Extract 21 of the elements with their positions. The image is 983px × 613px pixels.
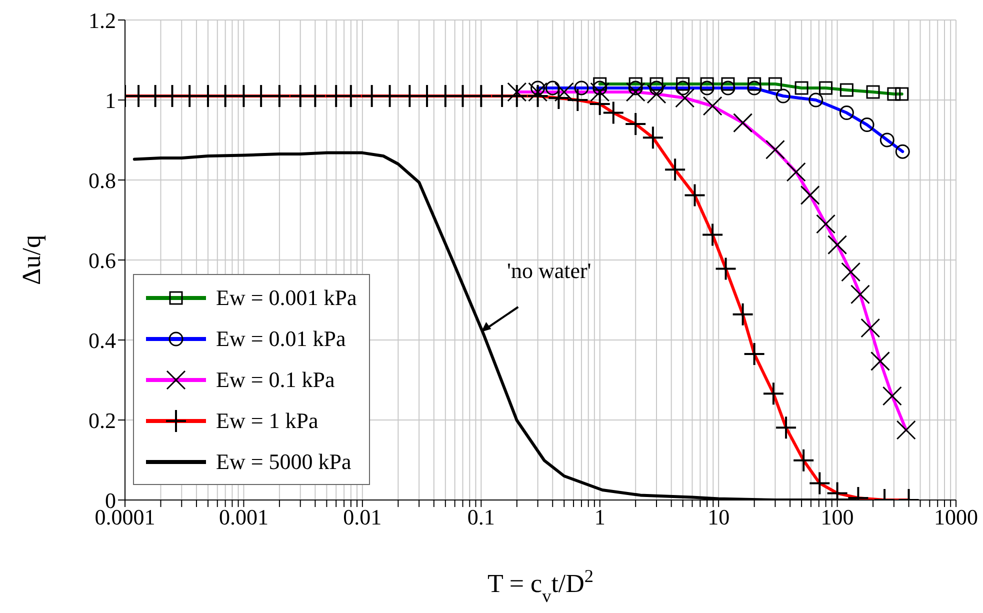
legend-label: Ew = 0.001 kPa — [216, 284, 357, 310]
x-tick-label: 1 — [594, 504, 606, 530]
x-tick-label: 0.001 — [218, 504, 268, 530]
x-tick-label: 10 — [708, 504, 730, 530]
y-tick-label: 0.6 — [88, 248, 116, 273]
y-tick-label: 0.8 — [88, 168, 116, 193]
y-tick-label: 1.2 — [88, 8, 116, 33]
x-tick-label: 1000 — [934, 504, 978, 530]
x-tick-label: 0.01 — [343, 504, 382, 530]
annotation: 'no water' — [506, 258, 592, 283]
legend-label: Ew = 1 kPa — [216, 408, 318, 434]
x-axis-title: T = c$_{v}$t/D$^{2}$ — [487, 566, 594, 606]
y-tick-label: 0.2 — [88, 408, 116, 433]
legend-label: Ew = 0.01 kPa — [216, 326, 346, 352]
legend-label: Ew = 5000 kPa — [216, 448, 352, 474]
y-tick-label: 1 — [105, 88, 116, 113]
x-tick-label: 0.1 — [467, 504, 495, 530]
legend-label: Ew = 0.1 kPa — [216, 366, 335, 392]
y-axis-title: Δu/q — [17, 235, 46, 285]
x-tick-label: 100 — [820, 504, 854, 530]
y-tick-label: 0.4 — [88, 328, 116, 353]
